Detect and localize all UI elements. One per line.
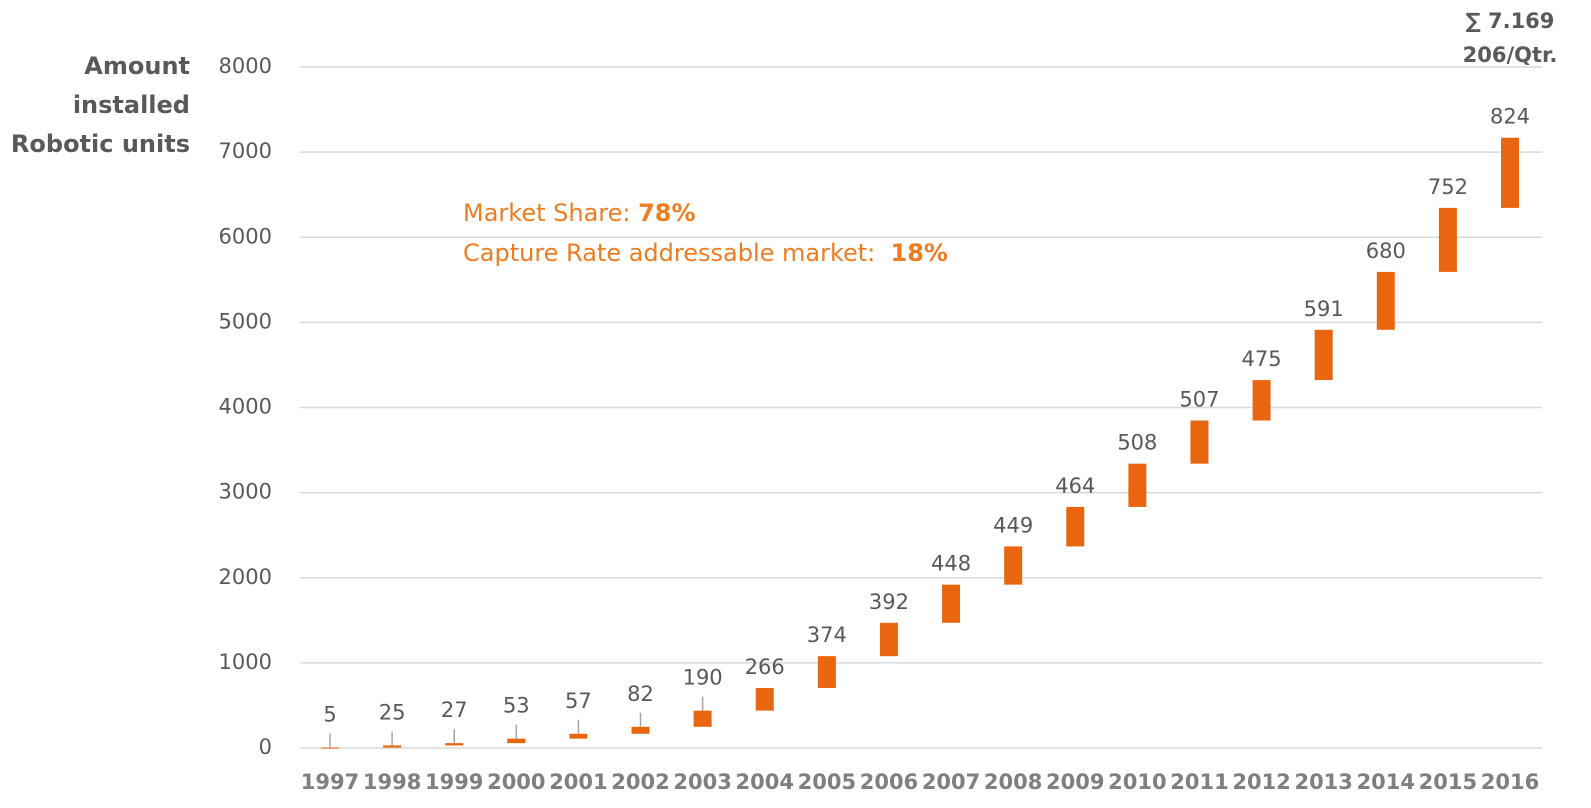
bar [1190,420,1209,464]
x-tick-label: 2011 [1170,770,1228,794]
bar [569,733,588,739]
x-tick-label: 2006 [860,770,918,794]
data-label: 53 [503,694,530,718]
x-tick-label: 2014 [1357,770,1415,794]
data-label: 752 [1428,175,1468,199]
data-label: 475 [1242,347,1282,371]
bar [1066,506,1085,547]
y-tick-label: 6000 [219,224,272,248]
x-tick-label: 2001 [549,770,607,794]
x-tick-label: 2012 [1232,770,1290,794]
x-tick-label: 2009 [1046,770,1104,794]
market-share: Market Share: 78% [463,199,696,227]
capture-rate-label: Capture Rate addressable market: [463,239,891,267]
capture-rate: Capture Rate addressable market: 18% [463,239,948,267]
y-axis-label: Amount [84,52,190,80]
market-share-value: 78% [638,199,695,227]
market-share-label: Market Share: [463,199,638,227]
bar [1128,463,1147,507]
data-label: 508 [1117,431,1157,455]
data-label: 392 [869,590,909,614]
x-tick-label: 2002 [611,770,669,794]
data-label: 374 [807,623,847,647]
x-tick-label: 2003 [673,770,731,794]
y-tick-label: 3000 [219,480,272,504]
x-tick-label: 2013 [1294,770,1352,794]
y-tick-label: 1000 [219,650,272,674]
bar [1501,137,1519,208]
data-label: 464 [1055,474,1095,498]
bar [1314,329,1333,381]
x-tick-label: 2005 [798,770,856,794]
y-tick-label: 5000 [219,309,272,333]
y-tick-label: 7000 [219,139,272,163]
x-tick-label: 2015 [1419,770,1477,794]
data-label: 82 [627,682,654,706]
bar [631,726,650,734]
bar [817,656,836,688]
bar [507,738,526,744]
bar [879,622,898,657]
x-tick-label: 2007 [922,770,980,794]
data-label: 449 [993,513,1033,537]
y-axis-label: Robotic units [11,130,190,158]
y-tick-label: 4000 [219,395,272,419]
data-label: 27 [441,698,468,722]
bar [942,584,961,623]
capture-rate-value: 18% [891,239,948,267]
data-label: 448 [931,552,971,576]
data-label: 25 [379,700,406,724]
data-label: 5 [323,703,336,727]
y-tick-label: 2000 [219,565,272,589]
data-label: 680 [1366,239,1406,263]
bar [1376,271,1395,330]
y-tick-label: 0 [259,735,272,759]
bar [1004,546,1023,585]
data-label: 57 [565,689,592,713]
bar [1252,380,1271,421]
y-tick-label: 8000 [219,54,272,78]
data-label: 190 [683,666,723,690]
bar [383,745,402,748]
x-tick-label: 1997 [301,770,359,794]
x-tick-label: 1998 [363,770,421,794]
bar [693,710,712,727]
bar [321,747,339,749]
bar [755,687,774,711]
x-tick-label: 2010 [1108,770,1166,794]
bar [445,743,464,746]
data-label: 591 [1304,297,1344,321]
x-tick-label: 1999 [425,770,483,794]
y-axis-label: installed [73,91,190,119]
data-label: 824 [1490,105,1530,129]
total-annotation: ∑ 7.169 [1466,9,1555,33]
x-tick-label: 2004 [736,770,794,794]
data-label: 266 [745,655,785,679]
bar [1438,207,1457,272]
rate-annotation: 206/Qtr. [1463,43,1558,67]
x-tick-label: 2000 [487,770,545,794]
x-tick-label: 2008 [984,770,1042,794]
x-tick-label: 2016 [1481,770,1539,794]
data-label: 507 [1179,388,1219,412]
